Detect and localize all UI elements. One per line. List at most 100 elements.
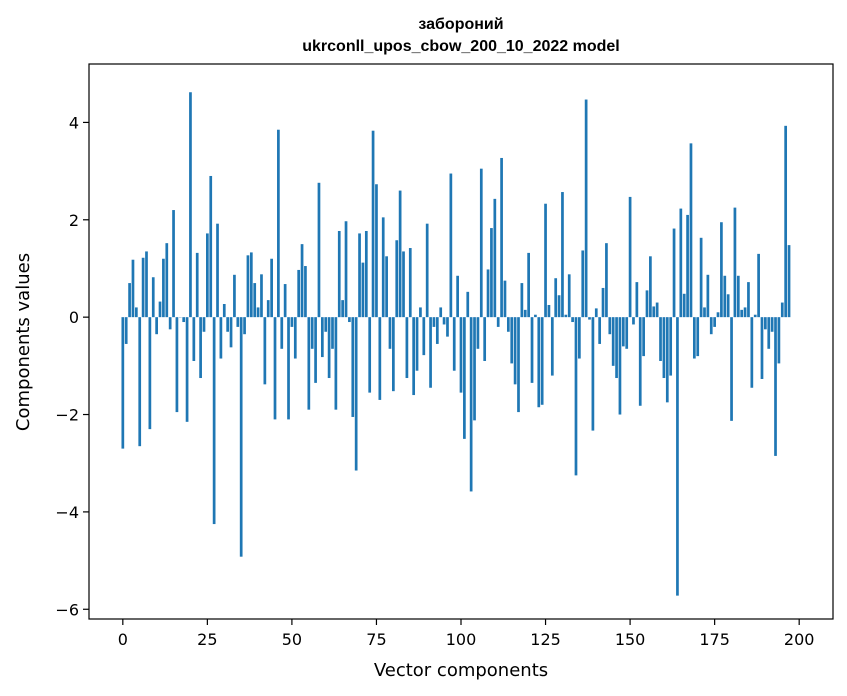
bar-79 <box>388 317 392 349</box>
bar-45 <box>273 317 277 420</box>
bar-104 <box>473 317 476 421</box>
bar-80 <box>392 317 395 392</box>
bar-102 <box>466 291 470 318</box>
bar-146 <box>615 317 618 379</box>
bar-169 <box>692 317 696 359</box>
bar-142 <box>601 287 605 318</box>
bar-40 <box>256 307 260 318</box>
bar-106 <box>479 168 483 318</box>
bar-31 <box>226 317 230 332</box>
bar-7 <box>145 251 148 318</box>
bar-175 <box>713 317 716 327</box>
bar-108 <box>486 269 490 318</box>
bar-151 <box>632 317 635 325</box>
bar-149 <box>625 317 629 349</box>
bar-22 <box>195 252 199 318</box>
bar-9 <box>151 277 155 318</box>
y-tick-label: −6 <box>55 600 79 619</box>
bar-119 <box>523 309 527 318</box>
bar-15 <box>172 210 175 318</box>
bar-171 <box>699 237 703 318</box>
bar-10 <box>155 317 158 335</box>
x-tick-label: 0 <box>118 630 128 649</box>
bar-74 <box>371 130 375 318</box>
bar-115 <box>510 317 514 364</box>
bar-27 <box>212 317 216 525</box>
bar-156 <box>649 256 652 318</box>
bar-41 <box>260 274 263 318</box>
bar-36 <box>243 317 246 335</box>
bar-141 <box>598 317 602 344</box>
bar-143 <box>605 243 608 318</box>
bar-192 <box>770 317 774 332</box>
bar-137 <box>584 99 588 318</box>
y-axis-label: Components values <box>13 253 34 431</box>
bar-53 <box>300 244 304 318</box>
bar-58 <box>317 182 321 318</box>
bar-25 <box>206 233 209 318</box>
bar-116 <box>513 317 517 385</box>
bar-157 <box>652 306 656 318</box>
bar-111 <box>496 317 500 327</box>
bar-2 <box>128 283 131 318</box>
bar-179 <box>726 294 730 318</box>
bar-87 <box>415 317 419 371</box>
bar-57 <box>314 317 317 383</box>
bar-61 <box>327 317 331 379</box>
bars-group <box>121 92 791 596</box>
bar-29 <box>219 317 223 359</box>
bar-188 <box>757 253 760 318</box>
y-tick-label: 4 <box>69 113 79 132</box>
bar-139 <box>591 317 595 431</box>
bar-77 <box>381 217 385 318</box>
bar-3 <box>131 259 135 318</box>
bar-88 <box>419 307 422 318</box>
bar-33 <box>233 274 236 318</box>
bar-55 <box>307 317 311 410</box>
bar-135 <box>578 317 581 359</box>
bar-28 <box>216 223 219 318</box>
bar-165 <box>679 208 683 318</box>
bar-168 <box>689 143 693 318</box>
bar-183 <box>740 309 744 318</box>
bar-109 <box>490 228 493 318</box>
bar-11 <box>158 301 162 318</box>
bar-133 <box>571 317 574 323</box>
x-tick-label: 200 <box>784 630 815 649</box>
bar-107 <box>483 317 487 361</box>
bar-64 <box>337 230 341 318</box>
bar-177 <box>720 222 723 318</box>
bar-132 <box>567 274 571 318</box>
bar-43 <box>266 300 270 318</box>
bar-101 <box>463 317 466 439</box>
bar-18 <box>182 317 186 323</box>
bar-174 <box>709 317 713 335</box>
bar-187 <box>753 314 757 318</box>
bar-30 <box>222 304 226 318</box>
x-tick-label: 100 <box>446 630 477 649</box>
bar-170 <box>696 317 700 357</box>
bar-92 <box>432 317 436 327</box>
bar-65 <box>341 300 344 318</box>
bar-13 <box>165 243 169 318</box>
bar-98 <box>452 317 456 371</box>
bar-125 <box>544 203 547 318</box>
bar-73 <box>368 317 372 393</box>
axes-group: 0 25 50 75 100 125 150 175 200 −6 −4 −2 0 2 4 <box>55 113 814 649</box>
bar-110 <box>493 198 497 318</box>
bar-24 <box>202 317 206 332</box>
bar-195 <box>780 302 784 318</box>
bar-120 <box>527 252 530 318</box>
x-axis-label: Vector components <box>374 660 548 681</box>
bar-78 <box>385 256 388 318</box>
bar-23 <box>199 317 202 379</box>
bar-0 <box>121 317 125 449</box>
bar-124 <box>540 317 544 405</box>
bar-62 <box>331 317 334 349</box>
y-tick-label: −4 <box>55 503 79 522</box>
bar-38 <box>249 252 253 318</box>
bar-161 <box>665 317 669 403</box>
bar-67 <box>348 317 351 323</box>
bar-93 <box>435 317 439 344</box>
x-tick-label: 25 <box>197 630 217 649</box>
